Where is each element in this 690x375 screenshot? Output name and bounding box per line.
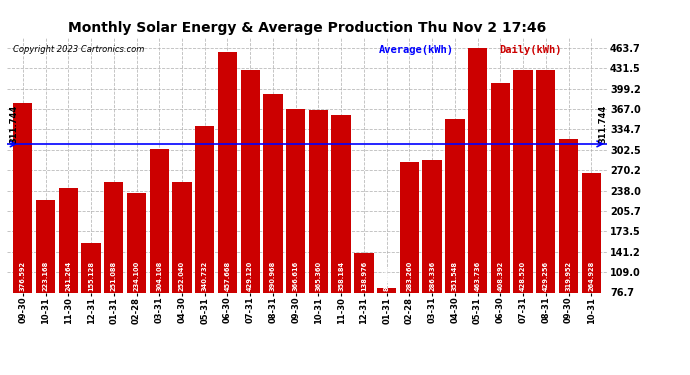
Text: 264.928: 264.928 — [589, 261, 594, 291]
Text: 429.256: 429.256 — [543, 261, 549, 291]
Text: 252.040: 252.040 — [179, 261, 185, 291]
Bar — [104, 182, 124, 292]
Text: 84.296: 84.296 — [384, 266, 390, 291]
Bar — [218, 52, 237, 292]
Bar — [81, 243, 101, 292]
Bar — [195, 126, 215, 292]
Bar — [400, 162, 419, 292]
Text: 358.184: 358.184 — [338, 261, 344, 291]
Text: 428.520: 428.520 — [520, 261, 526, 291]
Text: 283.260: 283.260 — [406, 261, 413, 291]
Bar — [150, 149, 169, 292]
Bar — [468, 48, 487, 292]
Bar — [286, 109, 306, 292]
Text: 319.952: 319.952 — [566, 261, 571, 291]
Text: 241.264: 241.264 — [66, 261, 71, 291]
Bar — [308, 110, 328, 292]
Bar — [377, 288, 396, 292]
Text: 251.088: 251.088 — [111, 261, 117, 291]
Bar — [241, 70, 260, 292]
Bar — [354, 253, 373, 292]
Text: 376.592: 376.592 — [20, 261, 26, 291]
Text: 457.668: 457.668 — [224, 261, 230, 291]
Text: 366.616: 366.616 — [293, 261, 299, 291]
Bar — [36, 200, 55, 292]
Text: 286.336: 286.336 — [429, 261, 435, 291]
Bar — [331, 114, 351, 292]
Text: 340.732: 340.732 — [201, 261, 208, 291]
Text: 138.976: 138.976 — [361, 261, 367, 291]
Bar — [127, 193, 146, 292]
Bar — [582, 174, 601, 292]
Text: 155.128: 155.128 — [88, 261, 94, 291]
Text: Daily(kWh): Daily(kWh) — [499, 45, 562, 55]
Text: 408.392: 408.392 — [497, 261, 503, 291]
Text: 311.744: 311.744 — [10, 104, 19, 142]
Text: 429.120: 429.120 — [247, 261, 253, 291]
Bar — [264, 94, 283, 292]
Text: 351.548: 351.548 — [452, 261, 458, 291]
Bar — [172, 182, 192, 292]
Bar — [13, 103, 32, 292]
Bar — [536, 70, 555, 292]
Bar — [445, 119, 464, 292]
Text: Average(kWh): Average(kWh) — [379, 45, 454, 55]
Bar — [513, 70, 533, 292]
Text: 223.168: 223.168 — [43, 261, 48, 291]
Text: 234.100: 234.100 — [133, 261, 139, 291]
Text: 463.736: 463.736 — [475, 261, 481, 291]
Bar — [491, 83, 510, 292]
Text: 365.360: 365.360 — [315, 261, 322, 291]
Text: 390.968: 390.968 — [270, 261, 276, 291]
Bar — [59, 189, 78, 292]
Text: Copyright 2023 Cartronics.com: Copyright 2023 Cartronics.com — [13, 45, 144, 54]
Text: 311.744: 311.744 — [598, 104, 607, 142]
Bar — [559, 139, 578, 292]
Text: 304.108: 304.108 — [156, 261, 162, 291]
Bar — [422, 160, 442, 292]
Title: Monthly Solar Energy & Average Production Thu Nov 2 17:46: Monthly Solar Energy & Average Productio… — [68, 21, 546, 35]
